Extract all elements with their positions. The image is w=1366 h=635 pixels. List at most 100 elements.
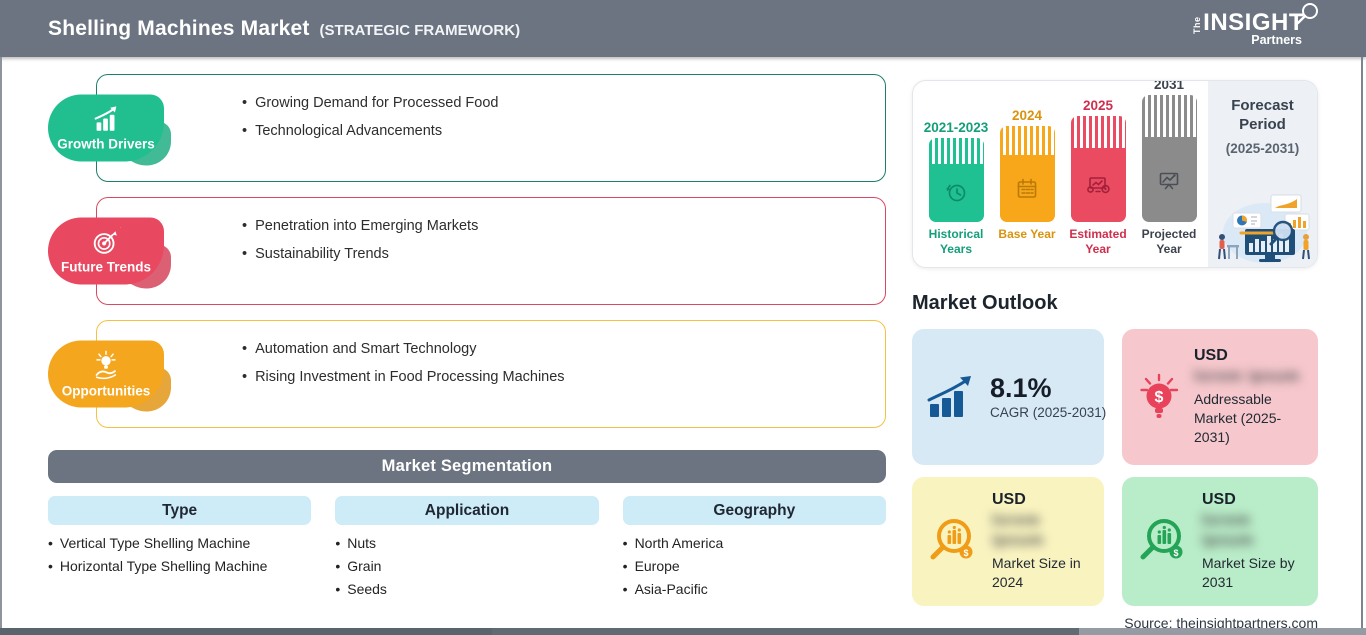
magnifier-icon <box>1294 2 1320 28</box>
list-item: Vertical Type Shelling Machine <box>48 535 311 551</box>
badge-label: Growth Drivers <box>57 136 155 152</box>
timeline-bar-base: 2024 Bas <box>994 108 1060 259</box>
forecast-illustration <box>1211 181 1315 267</box>
bar-caption: Base Year <box>998 227 1056 241</box>
list-item: Seeds <box>335 581 598 597</box>
cagr-card: 8.1% CAGR (2025-2031) <box>912 329 1107 465</box>
geography-list: North America Europe Asia-Pacific <box>623 535 886 597</box>
bar-stripes <box>1141 95 1197 137</box>
header-bar: Shelling Machines Market (STRATEGIC FRAM… <box>0 0 1366 57</box>
column-header: Type <box>48 496 312 525</box>
outlook-column: 2021-2023 <box>912 80 1318 631</box>
logo-partners-text: Partners <box>1251 32 1302 47</box>
logo-the-text: The <box>1192 15 1203 34</box>
future-trends-badge: Future Trends <box>48 217 171 289</box>
opportunities-section: Automation and Smart Technology Rising I… <box>48 320 886 428</box>
redacted-value: lorem ipsum <box>1202 512 1255 549</box>
bar <box>928 138 984 222</box>
list-item: Automation and Smart Technology <box>242 341 865 357</box>
usd-heading: USD <box>1194 347 1228 365</box>
growth-chart-icon <box>90 105 122 135</box>
cagr-label: CAGR (2025-2031) <box>990 405 1107 421</box>
list-item: Horizontal Type Shelling Machine <box>48 558 311 574</box>
svg-text:$: $ <box>1155 389 1164 406</box>
bar <box>1070 116 1126 222</box>
svg-text:$: $ <box>1173 548 1178 558</box>
logo-insight-text: INSIGHT <box>1203 8 1304 36</box>
framework-column: Growing Demand for Processed Food Techno… <box>48 74 886 631</box>
bar-caption: Projected Year <box>1141 227 1197 256</box>
market-size-2031-card: $ USD lorem ipsum Market Size by 2031 <box>1122 477 1318 606</box>
card-label: Market Size in 2024 <box>992 555 1081 590</box>
timeline-bar-projected: 2031 <box>1136 80 1202 259</box>
svg-text:$: $ <box>963 548 968 558</box>
growth-drivers-section: Growing Demand for Processed Food Techno… <box>48 74 886 182</box>
future-trends-box: Penetration into Emerging Markets Sustai… <box>96 197 886 305</box>
timeline-card: 2021-2023 <box>912 80 1318 268</box>
bar <box>1141 95 1197 222</box>
right-edge-line <box>1361 57 1363 635</box>
opportunities-box: Automation and Smart Technology Rising I… <box>96 320 886 428</box>
future-trends-section: Penetration into Emerging Markets Sustai… <box>48 197 886 305</box>
bar-caption: Historical Years <box>928 227 984 256</box>
bar-year-label: 2021-2023 <box>923 120 989 135</box>
page-title: Shelling Machines Market <box>48 16 310 40</box>
timeline-bar-estimated: 2025 <box>1065 98 1131 259</box>
source-attribution: Source: theinsightpartners.com <box>1124 614 1318 631</box>
bulb-dollar-icon: $ <box>1136 371 1182 423</box>
magnifier-chart-icon-orange: $ <box>926 515 980 567</box>
card-label: Market Size by 2031 <box>1202 555 1295 590</box>
bar-body <box>1070 148 1126 222</box>
list-item: Grain <box>335 558 598 574</box>
cagr-value: 8.1% <box>990 372 1052 403</box>
header-titles: Shelling Machines Market (STRATEGIC FRAM… <box>48 17 520 41</box>
bottom-bar <box>0 628 1366 635</box>
badge-label: Opportunities <box>61 383 151 399</box>
bar-body <box>928 164 984 222</box>
page-subtitle: (STRATEGIC FRAMEWORK) <box>319 21 521 39</box>
forecast-period-title: Forecast Period <box>1231 97 1294 133</box>
usd-heading: USD <box>992 491 1026 508</box>
segmentation-column-type: Type Vertical Type Shelling Machine Hori… <box>48 496 312 604</box>
opportunities-badge: Opportunities <box>48 340 171 412</box>
insight-partners-logo: The INSIGHT Partners <box>1191 2 1318 47</box>
market-outlook-title: Market Outlook <box>912 292 1058 314</box>
bar-year-label: 2024 <box>1011 108 1043 123</box>
list-item: Sustainability Trends <box>242 246 865 262</box>
list-item: Technological Advancements <box>242 123 865 139</box>
monitor-gear-icon <box>1084 172 1112 198</box>
type-list: Vertical Type Shelling Machine Horizonta… <box>48 535 311 574</box>
list-item: Asia-Pacific <box>623 581 886 597</box>
list-item: Growing Demand for Processed Food <box>242 95 865 111</box>
redacted-value: lorem ipsum <box>992 512 1045 549</box>
growth-drivers-box: Growing Demand for Processed Food Techno… <box>96 74 886 182</box>
growth-drivers-badge: Growth Drivers <box>48 94 171 166</box>
future-trends-list: Penetration into Emerging Markets Sustai… <box>242 218 865 262</box>
segmentation-column-geography: Geography North America Europe Asia-Paci… <box>622 496 886 604</box>
bar-year-label: 2025 <box>1082 98 1114 113</box>
bar-stripes <box>1070 116 1126 148</box>
application-list: Nuts Grain Seeds <box>335 535 598 597</box>
list-item: North America <box>623 535 886 551</box>
redacted-value: lorem ipsum <box>1194 368 1301 386</box>
column-header: Geography <box>622 496 886 525</box>
market-outlook-grid: 8.1% CAGR (2025-2031) $ <box>912 329 1318 606</box>
market-segmentation-columns: Type Vertical Type Shelling Machine Hori… <box>48 496 886 604</box>
bar-stripes <box>999 126 1055 155</box>
growth-drivers-list: Growing Demand for Processed Food Techno… <box>242 95 865 139</box>
bar <box>999 126 1055 222</box>
addressable-market-card: $ USD lorem ipsum Addressable Market (20… <box>1122 329 1318 465</box>
bar-year-label: 2031 <box>1153 80 1185 92</box>
bulb-hand-icon <box>90 350 122 382</box>
list-item: Penetration into Emerging Markets <box>242 218 865 234</box>
market-size-2024-card: $ USD lorem ipsum Market Size in 2024 <box>912 477 1104 606</box>
bar-body <box>1141 137 1197 222</box>
timeline-bar-historical: 2021-2023 <box>923 120 989 259</box>
main-content: Growing Demand for Processed Food Techno… <box>0 57 1366 631</box>
forecast-period-range: (2025-2031) <box>1225 140 1300 156</box>
target-icon <box>90 227 122 258</box>
bar-body <box>999 155 1055 222</box>
card-label: Addressable Market (2025-2031) <box>1194 391 1282 445</box>
list-item: Nuts <box>335 535 598 551</box>
market-segmentation-header: Market Segmentation <box>48 450 886 483</box>
